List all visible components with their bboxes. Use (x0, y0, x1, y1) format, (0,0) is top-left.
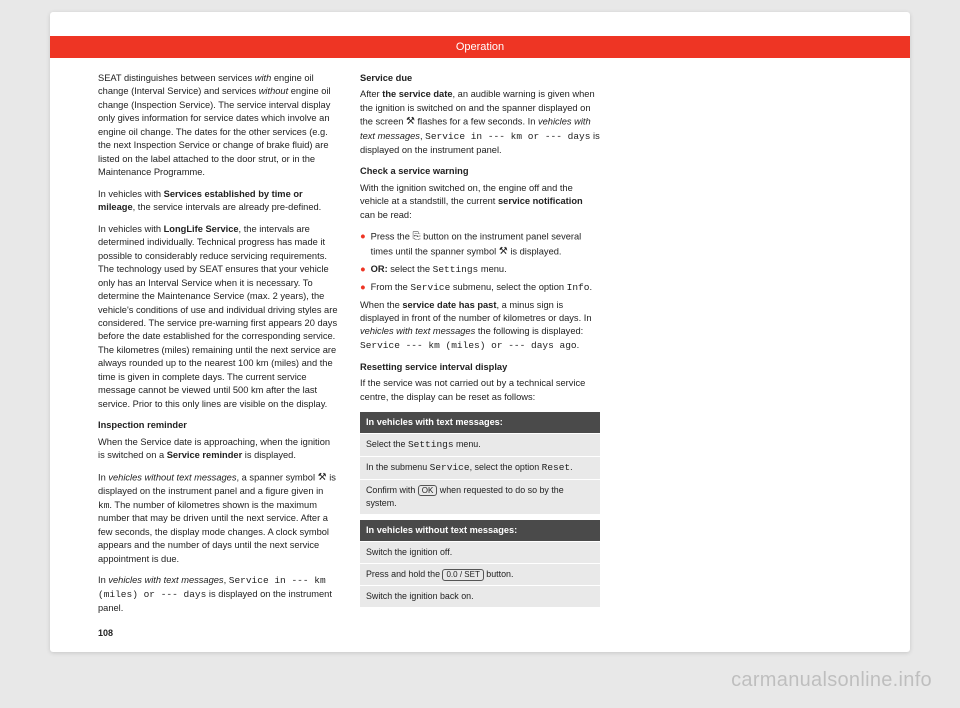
box-row: Press and hold the 0.0 / SET button. (360, 563, 600, 585)
text: select the (388, 264, 433, 274)
text: . (589, 282, 592, 292)
box-row: Switch the ignition back on. (360, 585, 600, 607)
text: After (360, 89, 382, 99)
page-number: 108 (98, 628, 113, 638)
text: Confirm with (366, 485, 418, 495)
text: can be read: (360, 210, 412, 220)
text: is displayed. (242, 450, 296, 460)
text: In (98, 472, 108, 482)
text: is displayed. (508, 246, 562, 256)
text: menu. (478, 264, 506, 274)
text: . (570, 462, 572, 472)
mono-text: Reset (542, 462, 571, 473)
italic: vehicles with text messages (360, 326, 475, 336)
bold: service notification (498, 196, 583, 206)
manual-page: Operation SEAT distinguishes between ser… (50, 12, 910, 652)
text: menu. (454, 439, 481, 449)
text: button. (484, 569, 514, 579)
text: SEAT distinguishes between services (98, 73, 255, 83)
text: , a spanner symbol (237, 472, 318, 482)
bullet-item: ● Press the ⎘ button on the instrument p… (360, 230, 600, 259)
text: In vehicles with (98, 189, 164, 199)
text: Press the (371, 232, 413, 242)
body-text: If the service was not carried out by a … (360, 377, 600, 404)
body-text: In vehicles with Services established by… (98, 188, 338, 215)
mono-text: Service --- km (miles) or --- days ago (360, 340, 577, 351)
bold: Service reminder (167, 450, 242, 460)
spanner-icon: ⚒ (499, 245, 508, 260)
text: submenu, select the option (450, 282, 566, 292)
body-text: In vehicles with LongLife Service, the i… (98, 223, 338, 412)
box-header: In vehicles with text messages: (360, 412, 600, 433)
mono-text: Info (567, 282, 590, 293)
text: From the (371, 282, 411, 292)
text: . (577, 340, 580, 350)
text: Press and hold the (366, 569, 442, 579)
spanner-icon: ⚒ (318, 471, 327, 486)
mono-text: km (98, 500, 109, 511)
bullet-text: Press the ⎘ button on the instrument pan… (371, 230, 600, 259)
text: the following is displayed: (475, 326, 583, 336)
italic: without (259, 86, 288, 96)
body-text: After the service date, an audible warni… (360, 88, 600, 157)
text: In the submenu (366, 462, 430, 472)
bold: LongLife Service (164, 224, 239, 234)
bullet-item: ● From the Service submenu, select the o… (360, 281, 600, 295)
body-text: With the ignition switched on, the engin… (360, 182, 600, 222)
bullet-dot-icon: ● (360, 263, 366, 277)
page-header: Operation (50, 36, 910, 58)
text: , the service intervals are already pre-… (133, 202, 322, 212)
bullet-dot-icon: ● (360, 281, 366, 295)
mono-text: Service (410, 282, 450, 293)
text: In vehicles with (98, 224, 164, 234)
body-text: SEAT distinguishes between services with… (98, 72, 338, 180)
body-text: When the service date has past, a minus … (360, 299, 600, 353)
bullet-item: ● OR: select the Settings menu. (360, 263, 600, 277)
instruction-box: In vehicles without text messages: Switc… (360, 520, 600, 607)
text: , select the option (470, 462, 542, 472)
text: flashes for a few seconds. In (415, 117, 538, 127)
text: , the intervals are determined individua… (98, 224, 338, 409)
box-row: Select the Settings menu. (360, 433, 600, 456)
page-content: SEAT distinguishes between services with… (98, 72, 862, 616)
bullet-text: From the Service submenu, select the opt… (371, 281, 600, 295)
mono-text: Settings (433, 264, 479, 275)
italic: with (255, 73, 272, 83)
text: Select the (366, 439, 408, 449)
watermark: carmanualsonline.info (731, 669, 932, 692)
instruction-box: In vehicles with text messages: Select t… (360, 412, 600, 514)
section-heading: Service due (360, 72, 600, 85)
section-heading: Check a service warning (360, 165, 600, 178)
bullet-dot-icon: ● (360, 230, 366, 259)
bold: OR: (371, 264, 388, 274)
header-title: Operation (456, 41, 504, 53)
box-row: In the submenu Service, select the optio… (360, 456, 600, 479)
text: engine oil change (Inspection Service). … (98, 86, 331, 177)
set-key-icon: 0.0 / SET (442, 569, 483, 581)
italic: vehicles without text messages (108, 472, 236, 482)
bold: the service date (382, 89, 452, 99)
box-header: In vehicles without text messages: (360, 520, 600, 541)
text: . The number of kilometres shown is the … (98, 500, 329, 564)
italic: vehicles with text messages (108, 575, 223, 585)
box-row: Confirm with OK when requested to do so … (360, 479, 600, 514)
mono-text: Service in --- km or --- days (425, 131, 590, 142)
body-text: When the Service date is approaching, wh… (98, 436, 338, 463)
mono-text: Service (430, 462, 470, 473)
spanner-icon: ⚒ (406, 115, 415, 130)
body-text: In vehicles with text messages, Service … (98, 574, 338, 615)
bold: service date has past (402, 300, 496, 310)
text: When the (360, 300, 402, 310)
ok-key-icon: OK (418, 485, 438, 497)
box-row: Switch the ignition off. (360, 541, 600, 563)
section-heading: Inspection reminder (98, 419, 338, 432)
mono-text: Settings (408, 439, 454, 450)
bullet-text: OR: select the Settings menu. (371, 263, 600, 277)
section-heading: Resetting service interval display (360, 361, 600, 374)
body-text: In vehicles without text messages, a spa… (98, 471, 338, 567)
text: In (98, 575, 108, 585)
